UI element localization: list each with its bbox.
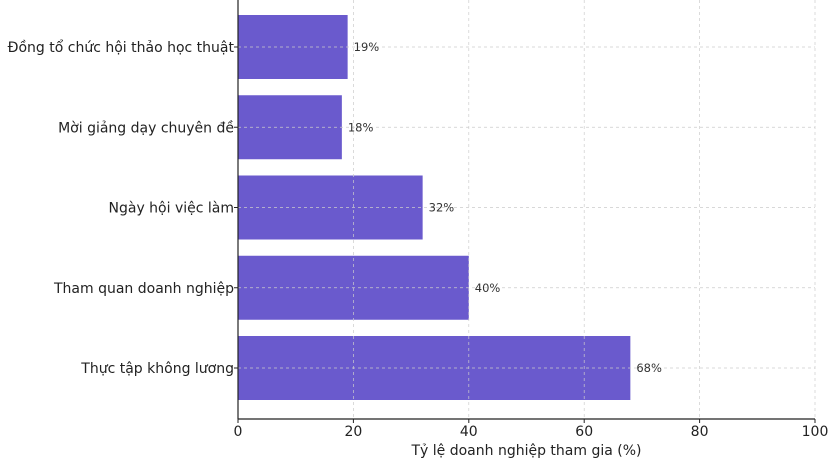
x-tick-label: 0	[234, 424, 243, 440]
y-tick-label: Ngày hội việc làm	[109, 201, 235, 217]
data-label: 68%	[636, 361, 662, 375]
data-label: 40%	[475, 281, 501, 295]
data-label: 18%	[348, 120, 374, 134]
y-tick-label: Đồng tổ chức hội thảo học thuật	[8, 39, 235, 56]
bar	[238, 336, 631, 400]
x-tick-label: 40	[460, 424, 478, 440]
data-label: 19%	[354, 40, 380, 54]
y-tick-label: Mời giảng dạy chuyên đề	[58, 119, 234, 136]
data-label: 32%	[429, 201, 455, 215]
x-tick-label: 20	[344, 424, 362, 440]
x-tick-label: 80	[691, 424, 709, 440]
y-tick-label: Tham quan doanh nghiệp	[53, 281, 234, 297]
y-tick-label: Thực tập không lương	[80, 361, 234, 377]
bar	[238, 95, 342, 160]
x-tick-label: 100	[802, 424, 829, 440]
x-tick-label: 60	[575, 424, 593, 440]
x-axis-label: Tỷ lệ doanh nghiệp tham gia (%)	[410, 443, 641, 459]
